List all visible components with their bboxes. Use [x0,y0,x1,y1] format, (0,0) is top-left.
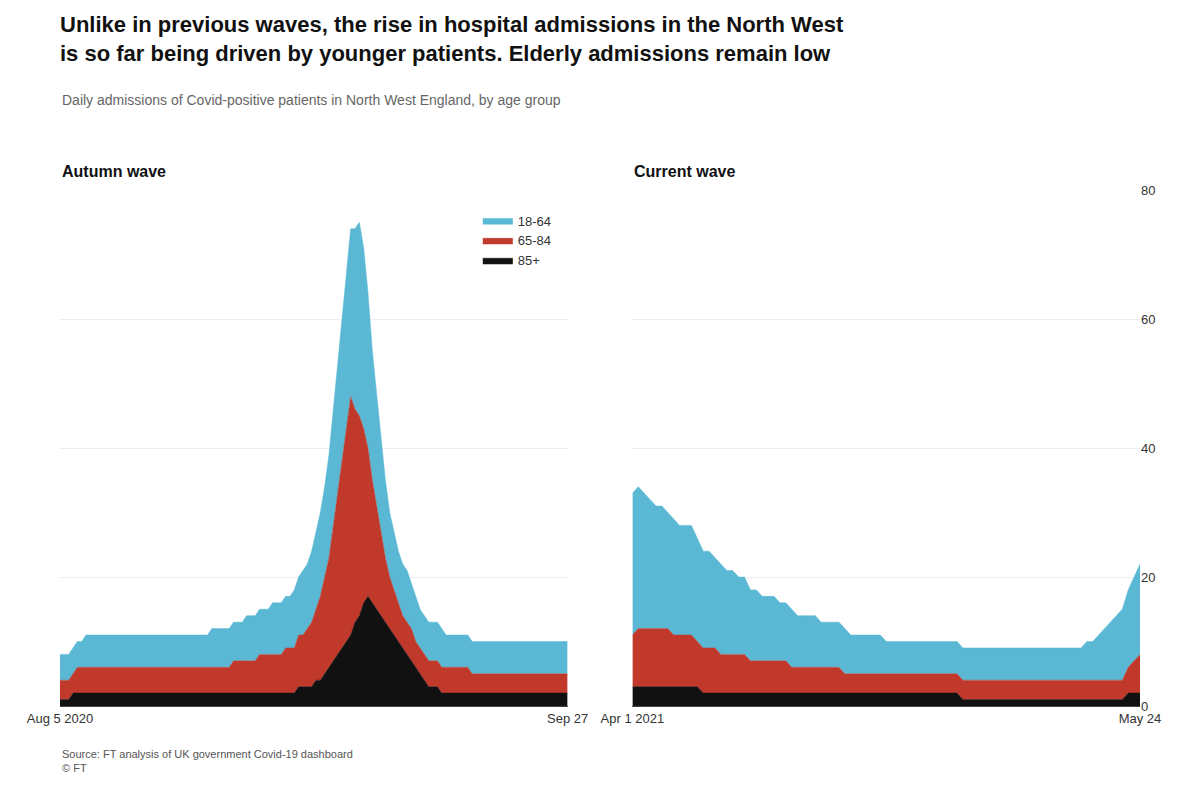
svg-text:Aug 5 2020: Aug 5 2020 [27,711,94,726]
svg-text:85+: 85+ [518,253,540,268]
svg-text:20: 20 [1141,570,1155,585]
svg-text:Sep 27: Sep 27 [547,711,588,726]
svg-text:40: 40 [1141,441,1155,456]
svg-text:Autumn wave: Autumn wave [62,163,166,180]
svg-text:80: 80 [1141,183,1155,198]
svg-text:18-64: 18-64 [518,214,551,229]
svg-text:Source: FT analysis of UK gove: Source: FT analysis of UK government Cov… [62,748,353,774]
svg-text:Apr 1 2021: Apr 1 2021 [601,711,665,726]
svg-text:0: 0 [1141,699,1148,714]
svg-text:60: 60 [1141,312,1155,327]
svg-text:Daily admissions of Covid-posi: Daily admissions of Covid-positive patie… [62,92,561,108]
svg-text:65-84: 65-84 [518,233,551,248]
svg-text:Unlike in previous waves, the: Unlike in previous waves, the rise in ho… [60,12,844,66]
svg-text:Current wave: Current wave [634,163,735,180]
svg-text:May 24: May 24 [1119,711,1162,726]
